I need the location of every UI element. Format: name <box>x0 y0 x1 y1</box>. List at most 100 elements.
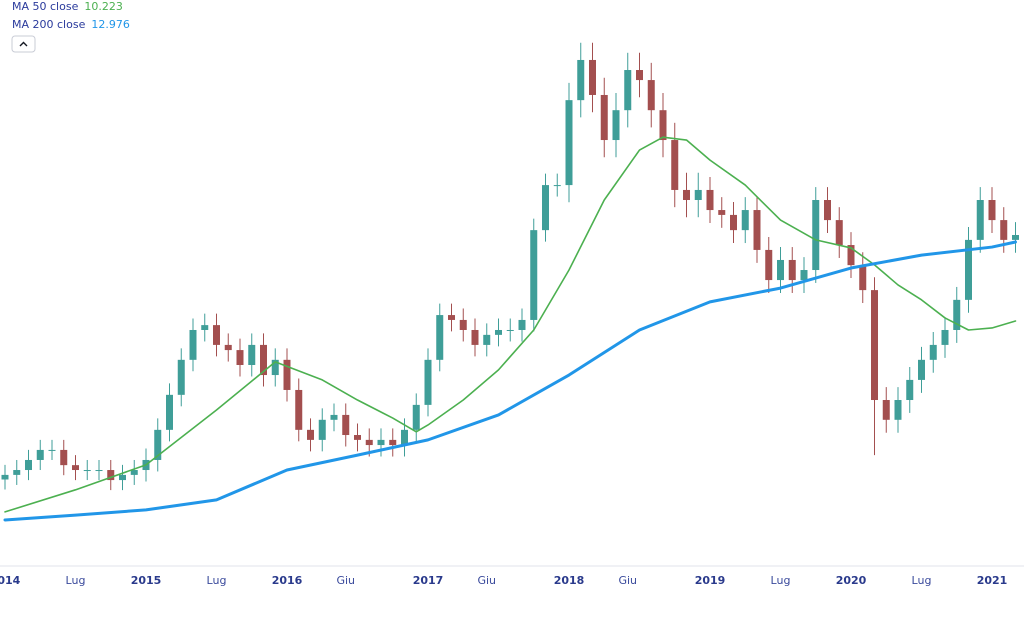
ma-line <box>4 136 1017 513</box>
x-tick-label: Lug <box>912 574 932 587</box>
candle-body <box>130 470 138 475</box>
legend-toggle[interactable] <box>11 35 36 53</box>
x-tick-label: Giu <box>618 574 637 587</box>
x-tick-label: 2018 <box>554 574 585 587</box>
candle-body <box>847 245 855 266</box>
candle-body <box>542 185 549 231</box>
candle-body <box>83 470 91 472</box>
candle-body <box>412 404 420 430</box>
candle-body <box>918 359 925 380</box>
candle-body <box>177 359 185 395</box>
candle-body <box>283 359 291 390</box>
candle-body <box>988 200 996 221</box>
candle-body <box>824 200 831 221</box>
candle-body <box>436 315 444 360</box>
candle-body <box>72 465 79 471</box>
candle-body <box>871 290 878 401</box>
x-tick-label: 2021 <box>977 574 1008 587</box>
candle-body <box>271 359 279 376</box>
candle-body <box>1 474 9 480</box>
candle-body <box>483 334 491 345</box>
candle-body <box>671 140 679 190</box>
toggle-box[interactable] <box>11 35 36 53</box>
candle-body <box>260 344 267 376</box>
candle-body <box>953 299 961 330</box>
candle-body <box>929 344 937 360</box>
candles <box>1 42 1019 491</box>
candle-body <box>647 80 655 111</box>
candle-body <box>377 439 385 446</box>
candle-body <box>236 350 244 365</box>
candle-body <box>565 100 573 186</box>
candle-body <box>1012 235 1019 240</box>
candle-body <box>812 200 820 271</box>
candle-body <box>859 265 867 291</box>
candle-body <box>389 439 397 446</box>
candle-body <box>213 325 220 345</box>
x-tick-label: Giu <box>477 574 496 587</box>
candle-body <box>577 59 585 101</box>
candle-body <box>1000 220 1008 240</box>
x-tick-label: 2016 <box>272 574 303 587</box>
x-tick-label: Lug <box>771 574 791 587</box>
candle-body <box>365 439 373 446</box>
candle-body <box>706 189 714 211</box>
candle-body <box>166 394 173 430</box>
candle-body <box>201 325 209 330</box>
candle-body <box>25 459 32 471</box>
candle-body <box>777 259 784 281</box>
chevron-icon[interactable] <box>19 41 28 47</box>
legend-value: 12.976 <box>91 18 130 31</box>
candle-body <box>448 315 455 320</box>
candle-body <box>788 259 796 281</box>
candle-body <box>730 214 737 231</box>
candle-body <box>976 200 984 240</box>
candle-body <box>495 329 502 335</box>
candle-body <box>119 474 126 481</box>
candle-body <box>835 220 843 246</box>
candle-body <box>718 210 726 215</box>
candle-body <box>965 239 972 300</box>
candle-body <box>506 329 514 331</box>
x-tick-label: 2014 <box>0 574 21 587</box>
x-tick-label: 2017 <box>413 574 444 587</box>
candle-body <box>941 329 949 345</box>
legend-name: MA 50 close <box>12 0 79 13</box>
candle-body <box>518 319 526 330</box>
candle-body <box>753 210 761 250</box>
candle-body <box>683 189 690 201</box>
x-tick-label: 2019 <box>695 574 726 587</box>
candle-body <box>530 230 538 320</box>
candle-body <box>154 429 162 460</box>
candle-body <box>659 110 667 141</box>
legend-name: MA 200 close <box>12 18 86 31</box>
x-tick-label: Giu <box>336 574 355 587</box>
candle-body <box>95 470 103 472</box>
candle-body <box>342 414 350 436</box>
candle-body <box>894 400 902 420</box>
candle-body <box>318 419 326 440</box>
candle-body <box>765 249 773 281</box>
candle-body <box>330 414 338 420</box>
candle-body <box>48 449 56 451</box>
x-tick-label: 2020 <box>836 574 867 587</box>
candle-body <box>307 429 314 440</box>
candle-body <box>60 449 68 466</box>
candle-body <box>248 344 256 365</box>
candle-body <box>553 185 561 187</box>
candle-body <box>189 329 197 360</box>
x-tick-label: Lug <box>66 574 86 587</box>
candle-body <box>636 70 643 81</box>
candle-body <box>36 449 44 460</box>
candle-body <box>224 344 232 351</box>
legend-value: 10.223 <box>84 0 123 13</box>
candle-body <box>401 429 408 446</box>
candle-body <box>471 329 479 345</box>
candle-body <box>612 110 620 141</box>
candle-body <box>424 359 432 405</box>
candle-body <box>882 400 890 420</box>
candle-body <box>694 189 702 201</box>
candle-body <box>800 270 808 281</box>
ma-line <box>3 240 1017 522</box>
